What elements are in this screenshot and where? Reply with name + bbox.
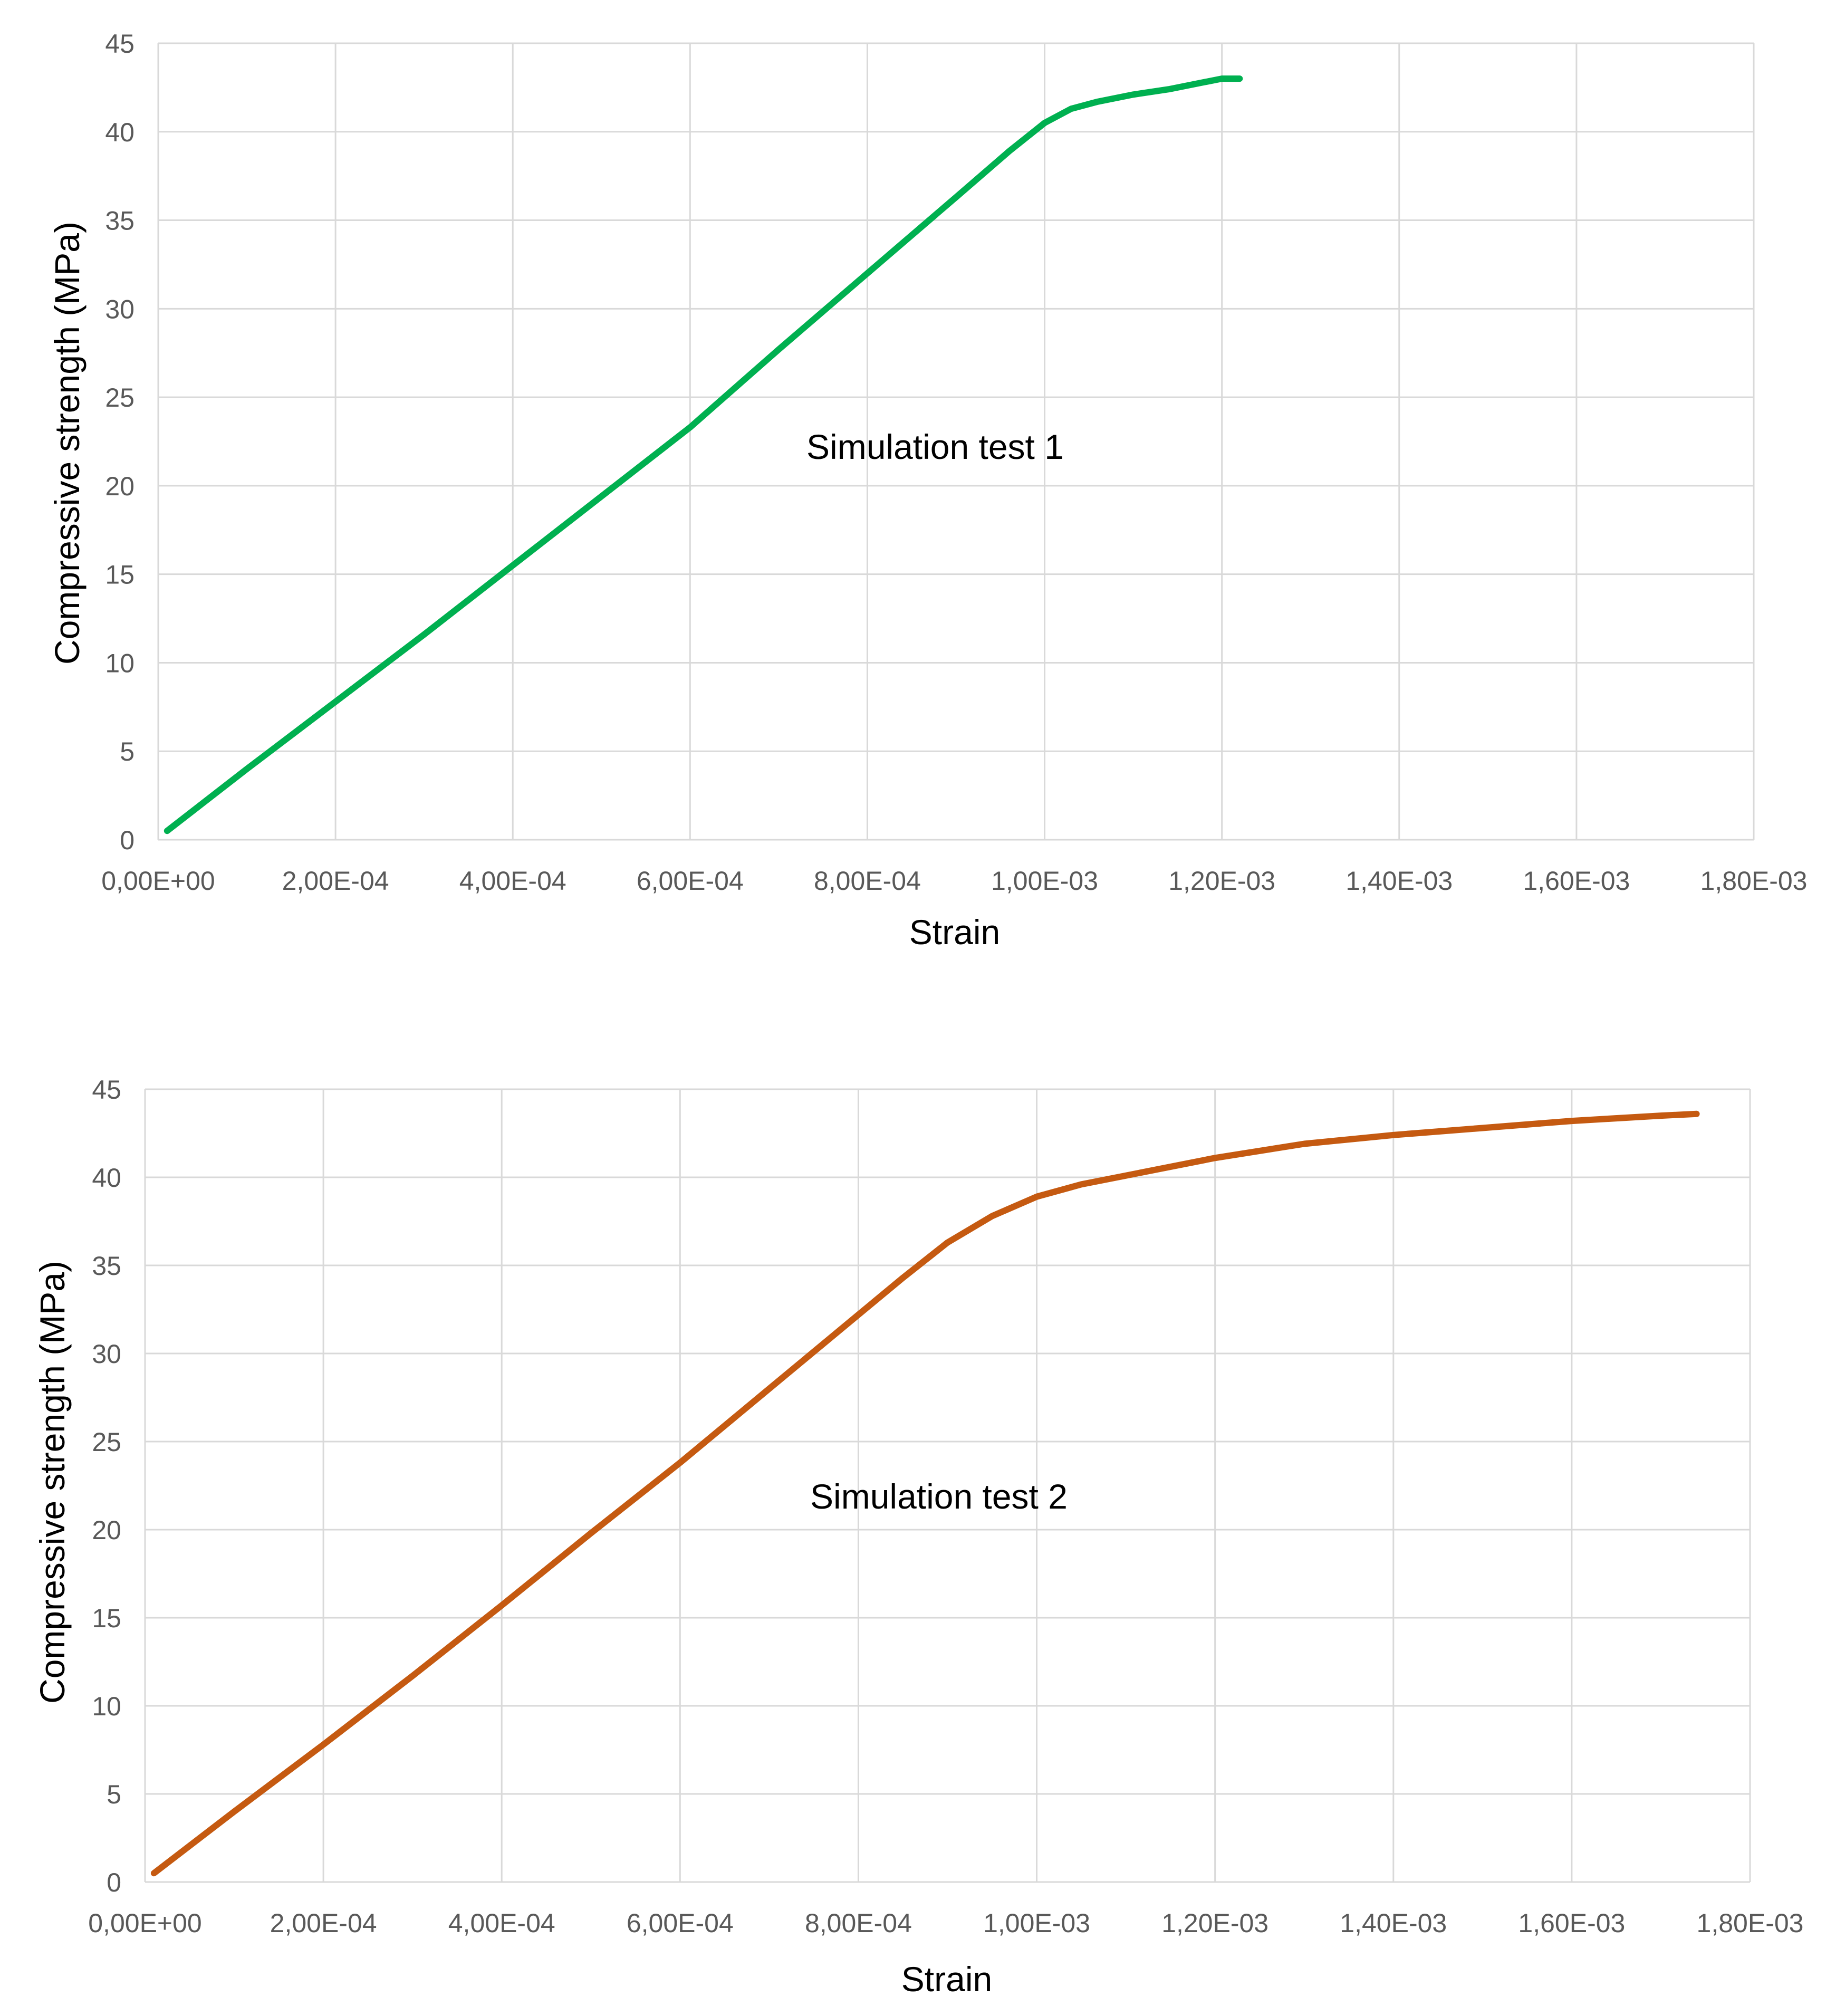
y-tick-label: 20 xyxy=(105,472,134,501)
series-line xyxy=(164,75,1243,834)
y-tick-label: 40 xyxy=(105,118,134,147)
y-tick-label: 40 xyxy=(92,1163,121,1193)
x-tick-labels: 0,00E+00 2,00E-04 4,00E-04 6,00E-04 8,00E-04… xyxy=(88,1908,1803,1938)
y-tick-label: 35 xyxy=(105,206,134,236)
y-axis-title: Compressive strength (MPa) xyxy=(33,1261,72,1704)
y-tick-label: 0 xyxy=(107,1868,121,1897)
y-tick-label: 25 xyxy=(92,1427,121,1457)
x-tick-label: 2,00E-04 xyxy=(270,1908,377,1938)
y-tick-label: 35 xyxy=(92,1251,121,1281)
y-tick-label: 20 xyxy=(92,1515,121,1545)
y-tick-label: 45 xyxy=(92,1075,121,1105)
series-line xyxy=(150,1110,1700,1877)
x-axis-title: Strain xyxy=(901,1960,992,1999)
x-tick-label: 1,00E-03 xyxy=(991,866,1098,896)
x-tick-label: 1,60E-03 xyxy=(1523,866,1630,896)
chart-annotation: Simulation test 2 xyxy=(810,1477,1068,1516)
y-tick-label: 25 xyxy=(105,383,134,412)
x-tick-label: 6,00E-04 xyxy=(627,1908,734,1938)
x-tick-label: 4,00E-04 xyxy=(448,1908,555,1938)
x-tick-label: 1,20E-03 xyxy=(1168,866,1275,896)
x-tick-label: 6,00E-04 xyxy=(637,866,744,896)
x-tick-label: 1,60E-03 xyxy=(1518,1908,1625,1938)
x-tick-label: 1,00E-03 xyxy=(983,1908,1090,1938)
x-tick-label: 1,40E-03 xyxy=(1346,866,1453,896)
x-tick-label: 1,40E-03 xyxy=(1340,1908,1447,1938)
x-tick-label: 0,00E+00 xyxy=(101,866,215,896)
series-layer xyxy=(150,1110,1700,1877)
gridlines xyxy=(157,42,1755,841)
x-tick-labels: 0,00E+00 2,00E-04 4,00E-04 6,00E-04 8,00E-04… xyxy=(101,866,1807,896)
y-tick-label: 5 xyxy=(120,737,134,766)
y-axis-title: Compressive strength (MPa) xyxy=(47,222,87,665)
chart-simulation-test-2: 0 5 10 15 20 25 30 35 40 45 0,00E+00 2,00E-04 4,00E… xyxy=(33,1075,1803,1999)
y-tick-label: 10 xyxy=(105,648,134,678)
x-tick-label: 1,80E-03 xyxy=(1700,866,1808,896)
y-tick-label: 10 xyxy=(92,1692,121,1721)
y-tick-label: 15 xyxy=(105,560,134,590)
y-tick-label: 45 xyxy=(105,29,134,59)
x-tick-label: 8,00E-04 xyxy=(805,1908,912,1938)
y-tick-label: 30 xyxy=(92,1339,121,1369)
x-tick-label: 2,00E-04 xyxy=(282,866,389,896)
y-tick-label: 0 xyxy=(120,825,134,855)
x-tick-label: 8,00E-04 xyxy=(814,866,921,896)
gridlines xyxy=(144,1088,1751,1883)
y-tick-label: 5 xyxy=(107,1780,121,1809)
x-axis-title: Strain xyxy=(909,913,1000,952)
series-layer xyxy=(164,75,1243,834)
chart-annotation: Simulation test 1 xyxy=(806,427,1064,466)
y-tick-label: 30 xyxy=(105,294,134,324)
x-tick-label: 1,80E-03 xyxy=(1697,1908,1804,1938)
y-tick-labels: 0 5 10 15 20 25 30 35 40 45 xyxy=(105,29,134,855)
y-tick-label: 15 xyxy=(92,1604,121,1633)
chart-simulation-test-1: 0 5 10 15 20 25 30 35 40 45 0,00E+00 2,00E-04 4,00E… xyxy=(47,29,1807,952)
x-tick-label: 0,00E+00 xyxy=(88,1908,201,1938)
x-tick-label: 4,00E-04 xyxy=(459,866,566,896)
x-tick-label: 1,20E-03 xyxy=(1161,1908,1268,1938)
y-tick-labels: 0 5 10 15 20 25 30 35 40 45 xyxy=(92,1075,121,1897)
